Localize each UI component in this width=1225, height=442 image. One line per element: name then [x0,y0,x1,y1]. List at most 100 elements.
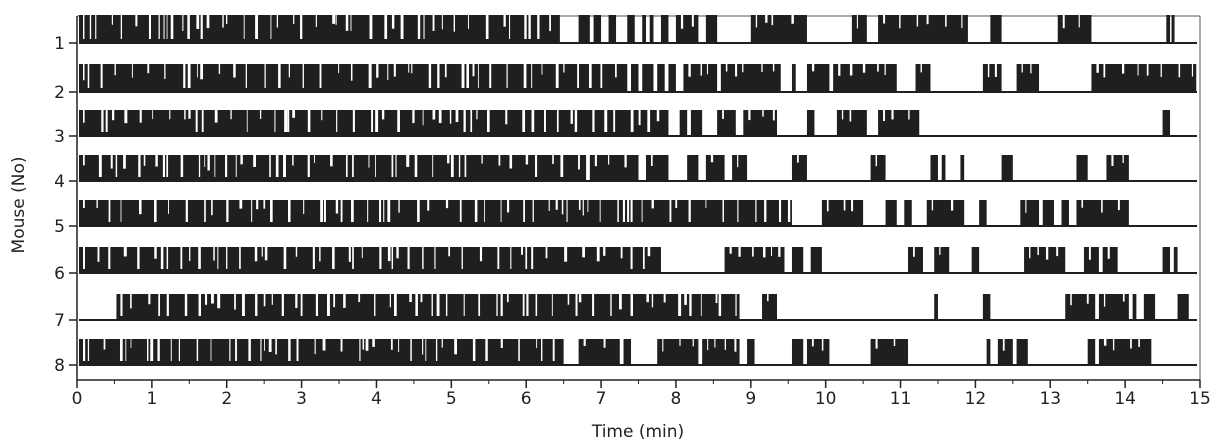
activity-gap [444,64,447,78]
activity-block [1001,155,1013,181]
activity-block [724,247,785,273]
activity-gap [523,200,525,222]
activity-gap [384,15,388,39]
activity-gap [389,294,391,308]
y-tick-label: 6 [54,264,65,284]
activity-gap [688,64,691,77]
activity-gap [651,200,654,209]
activity-gap [503,15,506,27]
activity-gap [235,155,237,177]
activity-gap [411,64,413,74]
mouse-row-1 [79,15,1197,44]
activity-gap [414,155,418,177]
activity-gap [407,247,410,269]
activity-gap [217,247,219,269]
activity-gap [111,15,113,25]
activity-gap [434,247,436,269]
activity-gap [500,339,503,348]
x-tick-label: 3 [296,389,307,409]
activity-block [851,15,867,43]
activity-gap [123,247,127,257]
activity-gap [613,110,616,132]
activity-gap [589,64,592,88]
activity-gap [851,200,854,212]
activity-block [732,155,748,181]
activity-gap [646,294,649,303]
activity-gap [422,339,424,355]
activity-gap [1122,294,1125,302]
activity-gap [455,110,459,123]
x-tick-label: 12 [965,389,987,409]
activity-gap [319,247,321,262]
activity-gap [551,294,553,316]
activity-gap [650,155,653,166]
activity-gap [705,200,707,208]
x-tick-label: 8 [671,389,682,409]
activity-gap [115,155,118,177]
activity-gap [287,200,291,222]
activity-gap [398,339,400,353]
activity-gap [264,64,266,88]
activity-gap [182,15,184,32]
activity-gap [1111,155,1114,166]
activity-gap [463,110,466,132]
activity-block [705,155,725,181]
activity-gap [200,15,203,39]
activity-gap [163,15,165,39]
activity-block [1016,64,1040,92]
activity-gap [398,200,400,213]
activity-gap [87,64,90,88]
activity-block [990,15,1002,43]
activity-gap [535,155,538,177]
activity-block [79,64,628,92]
activity-gap [563,64,565,73]
activity-gap [1037,247,1039,256]
activity-block [705,15,718,43]
activity-gap [417,15,421,39]
activity-gap [270,15,272,39]
activity-gap [445,200,449,209]
activity-block [750,15,807,43]
activity-gap [269,155,271,177]
activity-gap [263,200,266,209]
activity-gap [205,294,208,305]
activity-gap [314,339,316,355]
activity-gap [524,15,527,39]
activity-gap [1002,339,1005,351]
activity-block [642,64,654,92]
activity-gap [549,15,551,32]
activity-block [79,200,792,226]
activity-gap [453,15,455,32]
activity-gap [108,247,111,269]
activity-gap [408,64,410,73]
activity-block [657,339,699,365]
activity-gap [484,200,485,222]
activity-gap [688,200,691,222]
activity-gap [284,110,288,132]
activity-gap [288,64,290,78]
activity-gap [147,64,150,74]
activity-gap [248,339,251,361]
activity-gap [303,200,305,215]
activity-gap [811,64,815,72]
activity-gap [555,200,558,210]
activity-gap [1178,64,1181,78]
activity-gap [762,110,764,117]
activity-gap [119,339,123,361]
activity-gap [196,15,200,29]
activity-gap [771,247,773,256]
mouse-row-6 [79,247,1197,274]
activity-gap [395,155,397,177]
activity-gap [263,294,266,307]
activity-gap [678,294,682,316]
activity-gap [916,15,919,27]
activity-gap [226,200,229,222]
activity-gap [83,200,85,208]
activity-block [915,64,931,92]
activity-gap [476,110,478,120]
activity-gap [461,64,465,88]
activity-gap [105,110,108,132]
activity-gap [320,200,323,222]
activity-gap [162,155,166,177]
